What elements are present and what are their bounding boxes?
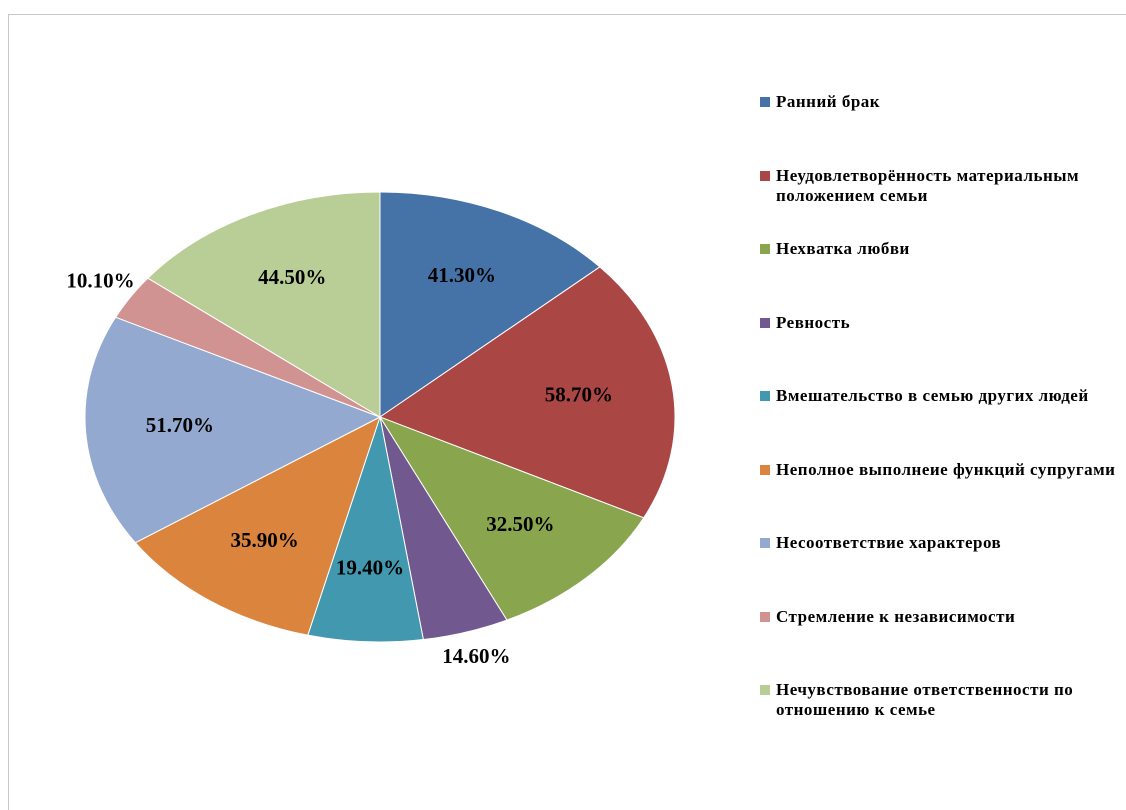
- legend-item: Нехватка любви: [760, 239, 1120, 259]
- legend-label: Ранний брак: [776, 92, 881, 111]
- legend-swatch: [760, 685, 770, 695]
- legend-label: Нечувствование ответственности по отноше…: [776, 680, 1074, 719]
- pie-slice: [378, 266, 676, 519]
- pie-slice: [378, 416, 645, 621]
- legend-item: Вмешательство в семью других людей: [760, 386, 1120, 406]
- pie-slice: [147, 191, 381, 418]
- data-label: 51.70%: [146, 413, 214, 437]
- legend-label: Неудовлетворённость материальным положен…: [776, 165, 1080, 205]
- data-label: 19.40%: [336, 556, 404, 580]
- chart-frame: [8, 14, 1126, 810]
- legend-swatch: [760, 170, 770, 181]
- legend-label: Ревность: [776, 312, 851, 332]
- legend-label: Несоответствие характеров: [776, 533, 1002, 552]
- chart: 41.30% 58.70% 32.50% 14.60% 19.40% 35.90% 51.7…: [66, 191, 676, 668]
- legend-label: Неполное выполнеие функций супругами: [776, 459, 1116, 479]
- legend-swatch: [760, 244, 770, 254]
- legend-item: Нечувствование ответственности по отноше…: [760, 680, 1120, 720]
- legend-swatch: [760, 464, 770, 475]
- data-label: 32.50%: [486, 512, 554, 536]
- legend-item: Несоответствие характеров: [760, 533, 1120, 553]
- legend-item: Стремление к независимости: [760, 607, 1120, 627]
- data-label: 35.90%: [231, 528, 299, 552]
- legend-item: Ревность: [760, 313, 1120, 333]
- legend-label: Нехватка любви: [776, 239, 910, 258]
- legend-swatch: [760, 611, 770, 622]
- data-label: 44.50%: [258, 265, 326, 289]
- data-label: 14.60%: [442, 644, 510, 668]
- legend-item: Ранний брак: [760, 92, 1120, 112]
- legend-swatch: [760, 317, 770, 328]
- data-label: 10.10%: [66, 268, 134, 292]
- pie-slice: [379, 191, 601, 418]
- pie-slice: [307, 415, 424, 643]
- legend-label: Стремление к независимости: [776, 606, 1016, 626]
- data-label: 41.30%: [428, 263, 496, 287]
- legend-label: Вмешательство в семью других людей: [776, 386, 1089, 405]
- legend-item: Неполное выполнеие функций супругами: [760, 460, 1120, 480]
- legend-swatch: [760, 538, 770, 548]
- pie-slice: [84, 316, 382, 544]
- data-label: 58.70%: [545, 383, 613, 407]
- pie-slice: [134, 415, 381, 636]
- legend-item: Неудовлетворённость материальным положен…: [760, 166, 1120, 206]
- legend-swatch: [760, 97, 770, 107]
- legend-swatch: [760, 391, 770, 401]
